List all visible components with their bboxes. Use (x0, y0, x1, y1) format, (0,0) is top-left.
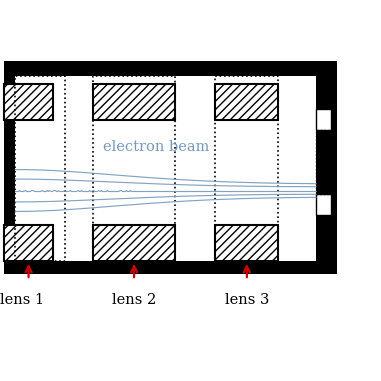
Bar (316, 130, 331, 194)
Bar (4, 84, 53, 120)
Bar (93, 225, 175, 261)
Bar (93, 84, 175, 120)
Bar (15, 76, 316, 261)
Bar (4, 225, 53, 261)
Bar (316, 61, 337, 274)
Bar (215, 84, 278, 120)
Text: lens 3: lens 3 (225, 293, 269, 307)
Bar (215, 76, 278, 261)
Bar (4, 61, 335, 274)
Text: lens 2: lens 2 (112, 293, 156, 307)
Text: electron beam: electron beam (103, 140, 210, 154)
Bar (15, 76, 65, 261)
Bar (215, 225, 278, 261)
Bar (316, 194, 331, 215)
Text: lens 1: lens 1 (0, 293, 44, 307)
Bar (316, 109, 331, 130)
Bar (93, 76, 175, 261)
